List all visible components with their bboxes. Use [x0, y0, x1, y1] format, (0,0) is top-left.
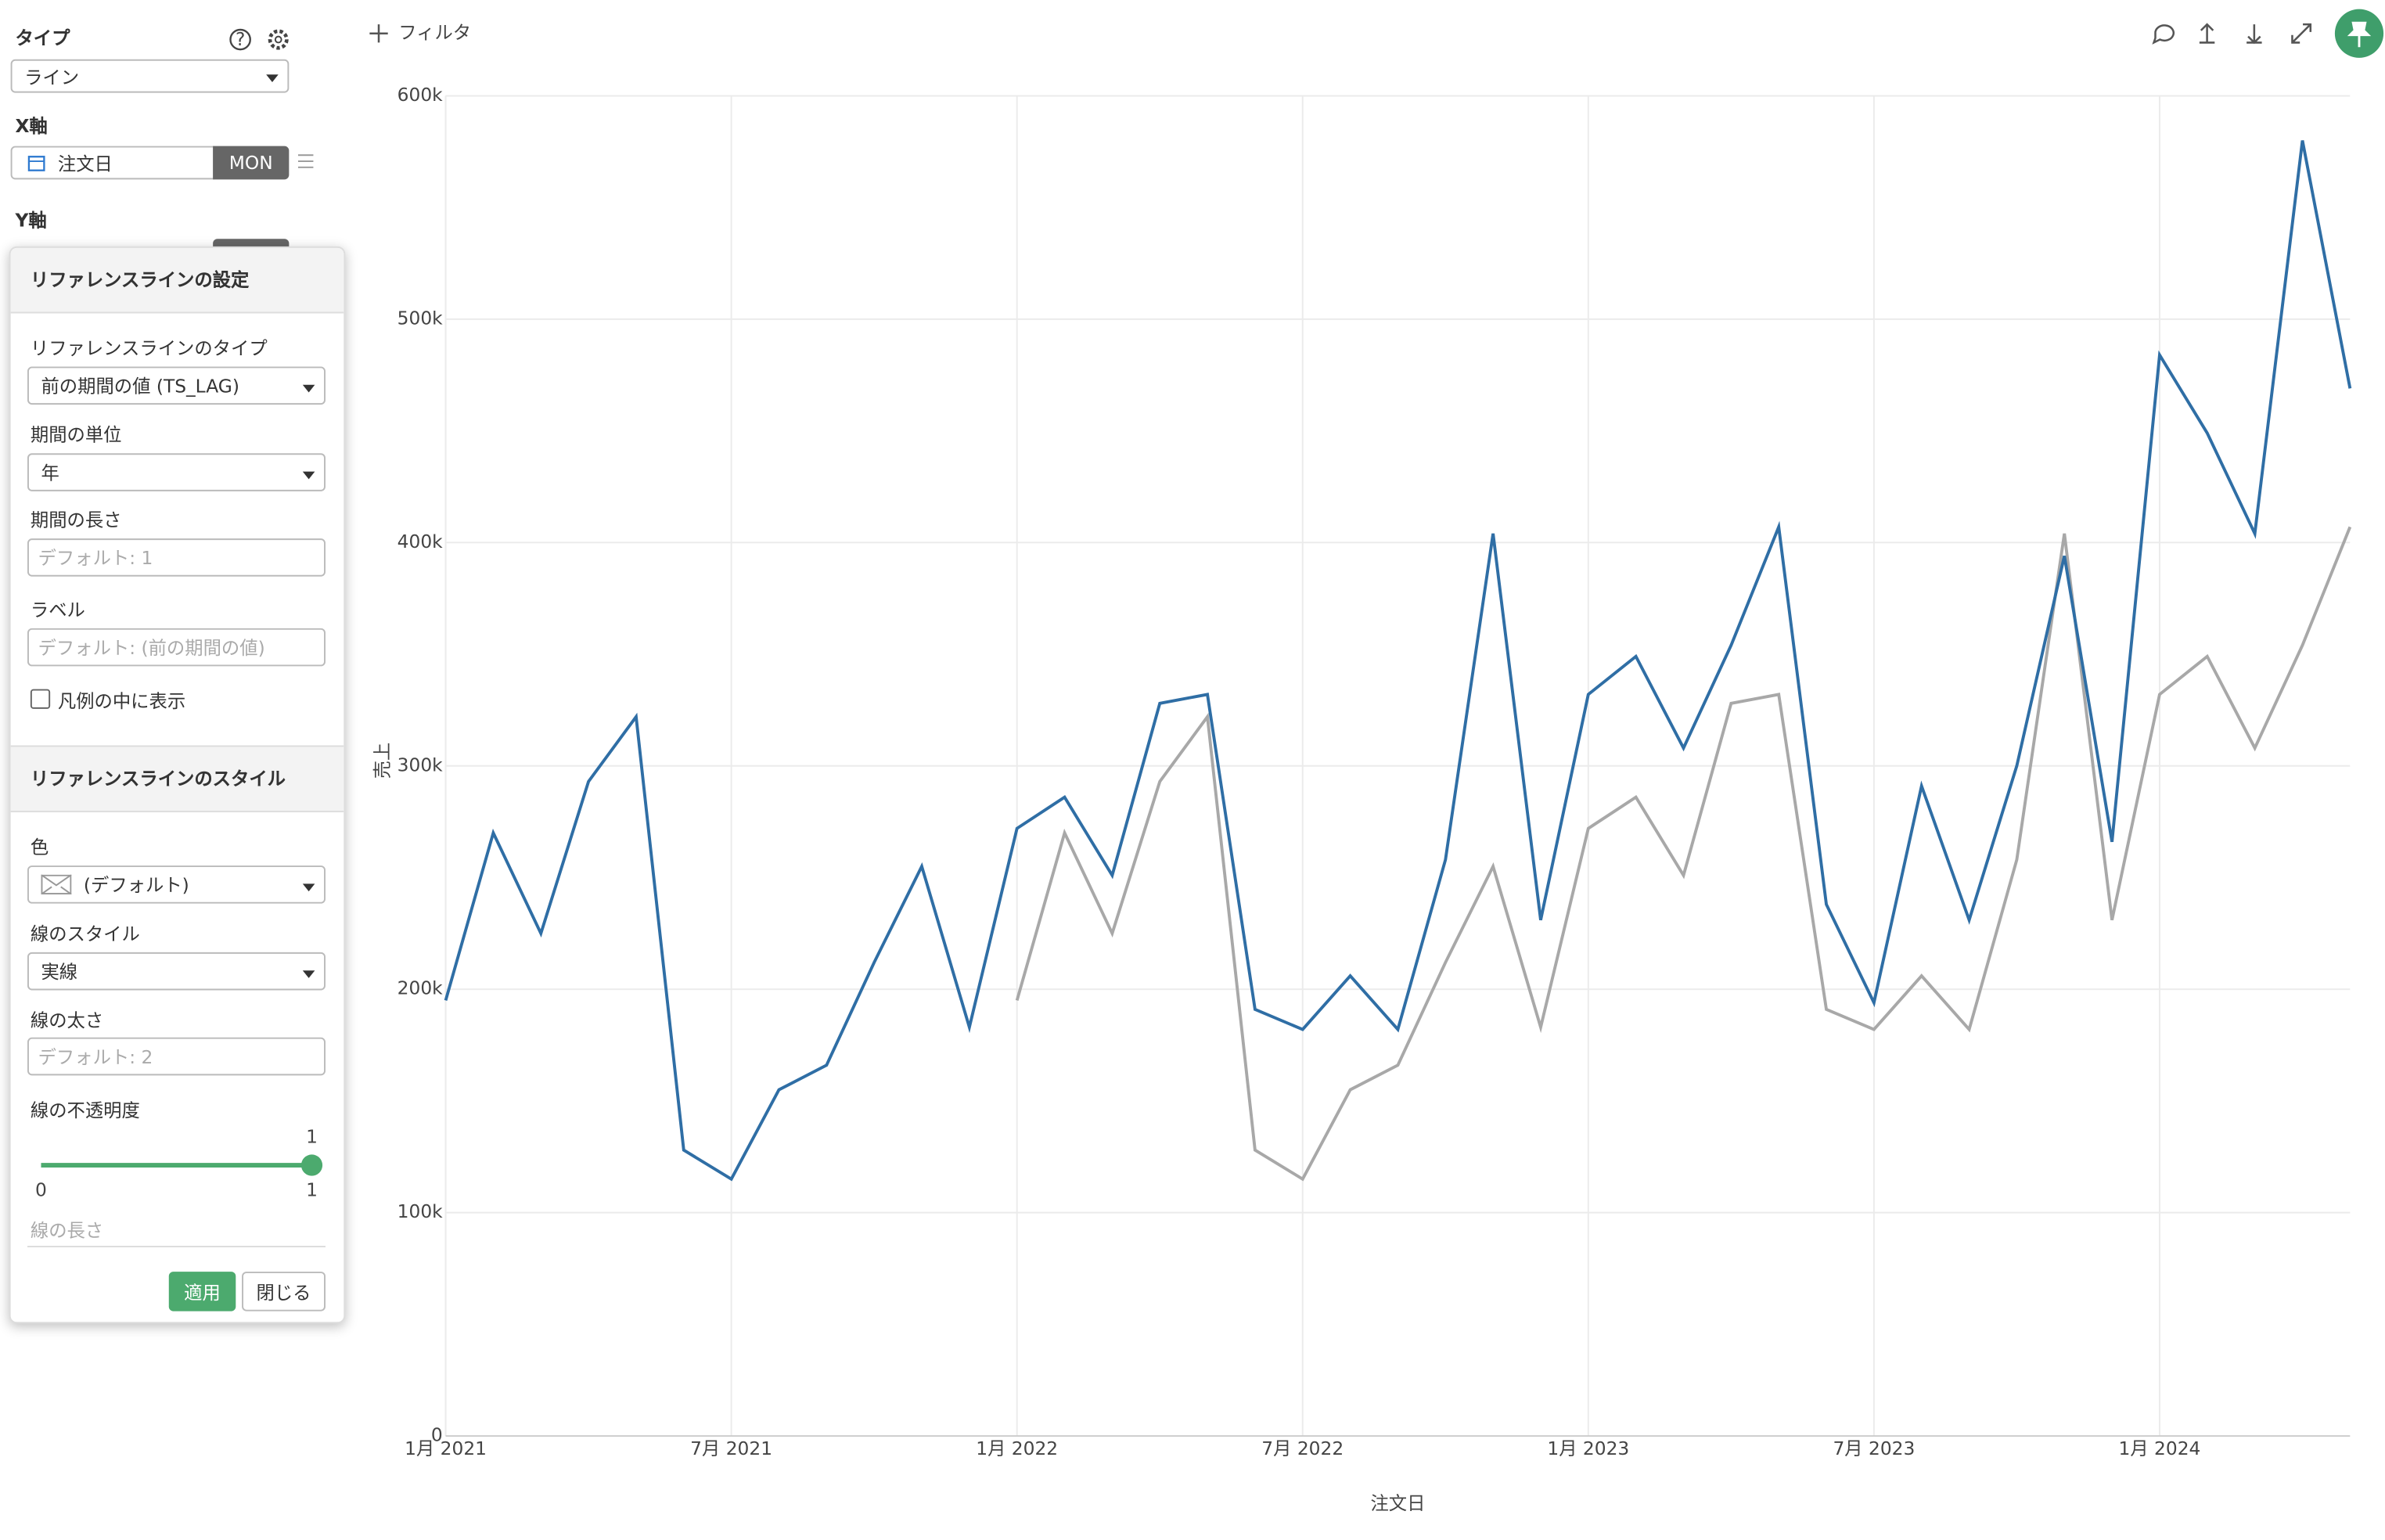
x-axis-label: 注文日 [1370, 1493, 1425, 1514]
menu-icon[interactable] [297, 152, 315, 170]
y-tick-label: 100k [398, 1201, 443, 1222]
field-label: ラベル [30, 599, 85, 621]
y-axis-label: Y軸 [15, 210, 47, 232]
x-tick-label: 1月 2022 [976, 1438, 1058, 1459]
filter-button[interactable]: フィルタ [398, 22, 471, 43]
select-value: 実線 [41, 961, 78, 983]
series-line [1015, 526, 2352, 1182]
select-value: 前の期間の値 (TS_LAG) [41, 376, 239, 398]
y-tick-label: 200k [398, 978, 443, 999]
type-value: ライン [24, 66, 80, 88]
pin-icon [2347, 21, 2372, 48]
style-header [10, 745, 344, 813]
x-field[interactable]: 注文日 [10, 146, 215, 180]
opacity-slider[interactable]: 1 0 1 [23, 1123, 334, 1208]
x-tick-label: 7月 2023 [1833, 1438, 1915, 1459]
gear-hub [274, 35, 282, 44]
divider [27, 1246, 326, 1247]
type-icons: ? [229, 28, 289, 51]
field-label: 色 [30, 837, 49, 858]
x-tick-label: 1月 2024 [2119, 1438, 2201, 1459]
select-value: (デフォルト) [83, 874, 189, 896]
upload-icon[interactable] [2199, 23, 2215, 44]
y-tick-label: 600k [398, 85, 443, 106]
y-tick-label: 0 [431, 1425, 443, 1446]
legend-checkbox[interactable] [30, 689, 51, 709]
calendar-icon [27, 156, 45, 171]
select-value: 年 [41, 462, 59, 484]
field-label: 期間の長さ [30, 509, 122, 531]
expand-icon[interactable] [2291, 23, 2312, 44]
x-tick-label: 1月 2023 [1547, 1438, 1629, 1459]
filter-plus[interactable] [369, 24, 388, 43]
type-select[interactable]: ライン [10, 59, 290, 93]
series-line [444, 140, 2352, 1182]
help-icon[interactable] [229, 28, 251, 51]
comment-icon[interactable] [2152, 24, 2175, 45]
field-label: 線のスタイル [30, 923, 140, 945]
field-label: 線の長さ [30, 1220, 104, 1242]
apply-button[interactable]: 適用 [168, 1272, 236, 1312]
period-unit-select[interactable]: 年 [27, 453, 326, 491]
slider-value: 1 [306, 1127, 318, 1148]
help-glyph: ? [236, 29, 245, 50]
x-tick-label: 1月 2021 [405, 1438, 487, 1459]
close-button[interactable]: 閉じる [242, 1272, 326, 1312]
line-style-select[interactable]: 実線 [27, 952, 326, 991]
panel-title: リファレンスラインの設定 [30, 269, 250, 291]
x-field-value: 注文日 [57, 153, 113, 175]
slider-knob [300, 1154, 323, 1176]
period-length-input[interactable]: デフォルト: 1 [27, 538, 326, 577]
section-title: リファレンスラインのスタイル [30, 768, 286, 790]
y-axis-label: 売上 [372, 743, 393, 779]
reference-line-panel [9, 246, 346, 1324]
color-swatch [41, 874, 72, 895]
y-tick-label: 500k [398, 308, 443, 329]
field-label: 期間の単位 [30, 424, 122, 446]
color-select[interactable]: (デフォルト) [27, 865, 326, 904]
field-label: リファレンスラインのタイプ [30, 337, 268, 359]
slider-max: 1 [306, 1180, 318, 1201]
x-axis-label: X軸 [15, 115, 48, 137]
toolbar-icons [369, 23, 2312, 45]
x-unit[interactable]: MON [213, 146, 290, 180]
label-input[interactable]: デフォルト: (前の期間の値) [27, 628, 326, 667]
y-tick-label: 400k [398, 531, 443, 552]
field-label: 線の太さ [30, 1009, 104, 1031]
ref-type-select[interactable]: 前の期間の値 (TS_LAG) [27, 366, 326, 405]
field-label: 線の不透明度 [30, 1099, 140, 1121]
gear-icon[interactable] [268, 29, 289, 50]
x-tick-label: 7月 2022 [1261, 1438, 1344, 1459]
panel-header [10, 247, 344, 314]
type-label: タイプ [15, 27, 70, 49]
download-icon[interactable] [2247, 24, 2262, 45]
line-width-input[interactable]: デフォルト: 2 [27, 1037, 326, 1076]
slider-min: 0 [35, 1180, 47, 1201]
checkbox-label: 凡例の中に表示 [57, 690, 186, 712]
y-tick-label: 300k [398, 754, 443, 775]
x-tick-label: 7月 2021 [690, 1438, 772, 1459]
